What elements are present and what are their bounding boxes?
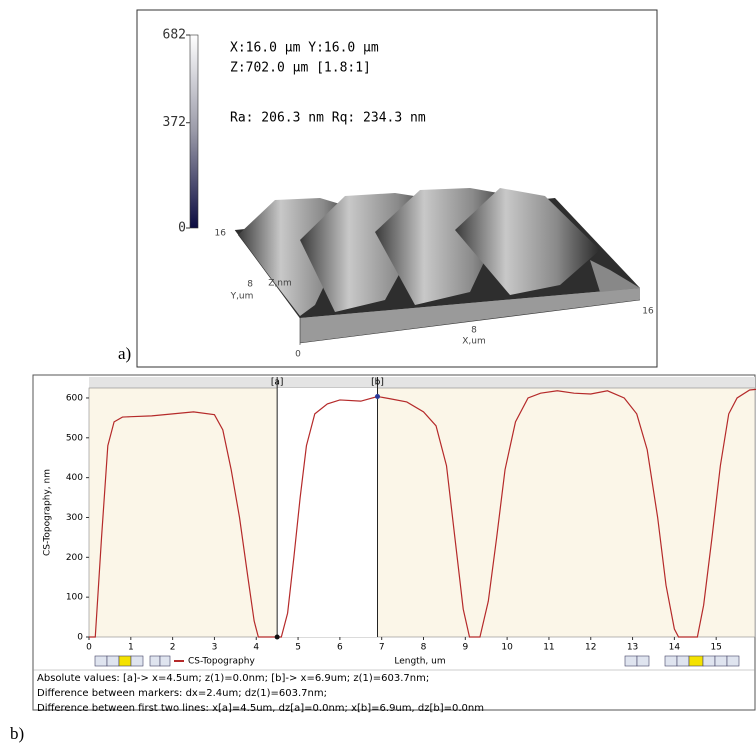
x-tick-label: 15 — [710, 643, 721, 653]
status-line: Difference between markers: dx=2.4um; dz… — [37, 688, 327, 699]
plot-area — [89, 388, 755, 637]
panel-label: b) — [10, 724, 24, 743]
annotation: X:16.0 µm Y:16.0 µm — [230, 41, 379, 56]
x-tick-label: 1 — [128, 643, 134, 653]
x-tick-label: 6 — [337, 643, 343, 653]
colorbar-tick-label: 372 — [163, 115, 186, 130]
x-tick-label: 8 — [471, 326, 477, 336]
x-axis-label: X,um — [462, 337, 486, 347]
annotation: Ra: 206.3 nm Rq: 234.3 nm — [230, 111, 426, 126]
colorbar — [190, 35, 198, 228]
y-tick-label: 300 — [66, 513, 83, 523]
y-tick-label: 16 — [215, 229, 227, 239]
y-tick-label: 400 — [66, 473, 83, 483]
x-tick-label: 12 — [585, 643, 596, 653]
y-tick-label: 8 — [247, 280, 253, 290]
status-line: Difference between first two lines: x[a]… — [37, 703, 484, 714]
y-tick-label: 200 — [66, 553, 83, 563]
marker-dot — [275, 635, 280, 640]
marker-label: [a] — [271, 378, 284, 388]
z-axis-label: Z,nm — [268, 279, 292, 289]
x-tick-label: 10 — [501, 643, 513, 653]
marker-region — [277, 388, 377, 637]
panel-label: a) — [118, 344, 131, 363]
x-axis-label: Length, um — [394, 657, 445, 667]
x-tick-label: 8 — [421, 643, 427, 653]
x-tick-label: 0 — [86, 643, 92, 653]
figure: a) b) X:16.0 µm Y:16.0 µm Z:702.0 µm [1.8… — [0, 0, 756, 743]
y-axis-label: CS-Topography, nm — [43, 469, 53, 556]
x-tick-label: 3 — [212, 643, 218, 653]
status-line: Absolute values: [a]-> x=4.5um; z(1)=0.0… — [37, 673, 429, 684]
y-tick-label: 100 — [66, 593, 83, 603]
y-axis-label: Y,um — [230, 292, 254, 302]
x-tick-label: 2 — [170, 643, 176, 653]
x-tick-label: 14 — [669, 643, 681, 653]
x-tick-label: 4 — [253, 643, 259, 653]
x-tick-label: 7 — [379, 643, 385, 653]
legend-label: CS-Topography — [188, 657, 255, 667]
colorbar-tick-label: 682 — [163, 28, 186, 43]
x-tick-label: 13 — [627, 643, 638, 653]
marker-strip — [89, 377, 755, 388]
x-tick-label: 0 — [295, 350, 301, 360]
y-tick-label: 500 — [66, 433, 83, 443]
y-tick-label: 0 — [77, 633, 83, 643]
y-tick-label: 600 — [66, 393, 83, 403]
colorbar-tick-label: 0 — [178, 221, 186, 236]
marker-dot — [375, 394, 380, 399]
x-tick-label: 11 — [543, 643, 554, 653]
x-tick-label: 16 — [642, 307, 654, 317]
annotation: Z:702.0 µm [1.8:1] — [230, 61, 371, 76]
x-tick-label: 9 — [462, 643, 468, 653]
marker-label: [b] — [371, 378, 384, 388]
x-tick-label: 5 — [295, 643, 301, 653]
